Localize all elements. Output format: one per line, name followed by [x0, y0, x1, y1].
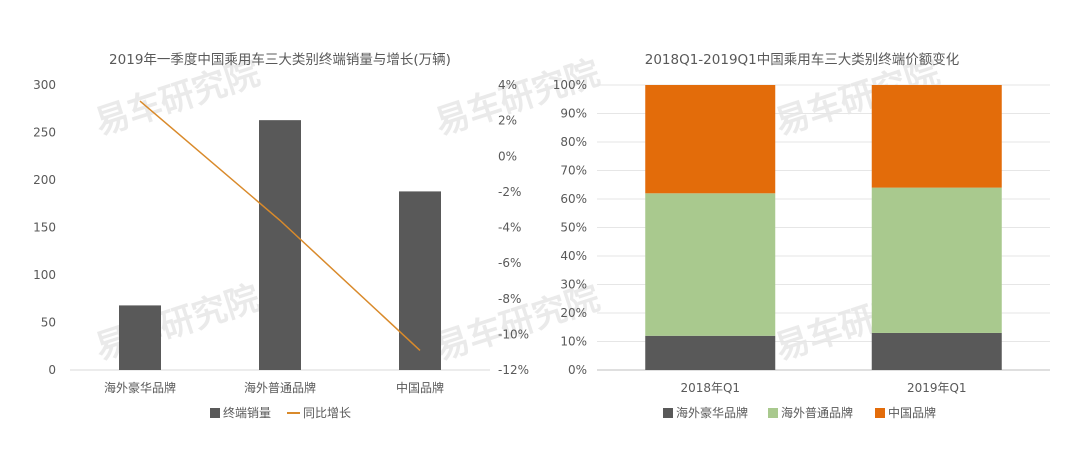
legend-swatch-china: [875, 408, 885, 418]
chart1-y2-tick: -6%: [498, 256, 521, 270]
chart1-x-tick: 海外普通品牌: [244, 380, 316, 395]
chart2-y-tick: 20%: [560, 306, 587, 320]
chart1-y-tick: 50: [41, 316, 56, 330]
chart1-bar: [119, 305, 161, 370]
chart2-y-tick: 30%: [560, 278, 587, 292]
chart1-y2-tick: -2%: [498, 185, 521, 199]
chart1-y-tick: 150: [33, 221, 56, 235]
chart2-bar-segment: [645, 335, 776, 370]
chart2-y-tick: 60%: [560, 192, 587, 206]
chart2-y-tick: 50%: [560, 221, 587, 235]
chart1-legend: 终端销量 同比增长: [210, 405, 351, 420]
chart1-y-tick: 200: [33, 173, 56, 187]
chart2-x-tick: 2018年Q1: [680, 381, 740, 395]
chart1-y2-tick: -8%: [498, 292, 521, 306]
chart2-y-tick: 0%: [568, 363, 587, 377]
chart2-y-tick: 80%: [560, 135, 587, 149]
chart1-y-tick: 250: [33, 126, 56, 140]
chart1-y-tick: 0: [48, 363, 56, 377]
legend-label-china: 中国品牌: [888, 405, 936, 420]
chart1-y2-tick: -4%: [498, 221, 521, 235]
chart2-y-tick: 70%: [560, 164, 587, 178]
chart2-title: 2018Q1-2019Q1中国乘用车三大类别终端价额变化: [645, 51, 960, 68]
chart2-bar-segment: [871, 187, 1002, 333]
chart2: 0% 10% 20% 30% 40% 50% 60% 70% 80% 90% 100% 2018年Q1…: [553, 78, 1050, 395]
chart1-bar: [399, 191, 441, 370]
chart2-y-tick: 100%: [553, 78, 587, 92]
chart2-y-tick: 40%: [560, 249, 587, 263]
chart2-bar-segment: [645, 85, 776, 194]
chart1-title: 2019年一季度中国乘用车三大类别终端销量与增长(万辆): [109, 51, 451, 68]
chart2-y-tick: 90%: [560, 107, 587, 121]
chart2-bar-segment: [645, 193, 776, 336]
chart1-y2-tick: -12%: [498, 363, 529, 377]
legend-label-lux: 海外豪华品牌: [676, 405, 748, 420]
legend-swatch-bar: [210, 408, 220, 418]
chart1-growth-line: [139, 100, 421, 351]
chart1-y2-tick: 2%: [498, 114, 517, 128]
chart1-y2-tick: -10%: [498, 327, 529, 341]
legend-swatch-lux: [663, 408, 673, 418]
chart2-x-tick: 2019年Q1: [907, 381, 967, 395]
chart1-x-tick: 海外豪华品牌: [104, 380, 176, 395]
watermarks: 易车研究院 易车研究院 易车研究院 易车研究院 易车研究院 易车研究院: [90, 53, 944, 369]
legend-label-growth: 同比增长: [303, 406, 351, 420]
chart2-bar-segment: [871, 85, 1002, 188]
chart1-bar: [259, 120, 301, 371]
legend-label-normal: 海外普通品牌: [781, 405, 853, 420]
chart1-y-tick: 100: [33, 268, 56, 282]
chart1-y2-tick: 4%: [498, 78, 517, 92]
watermark-text: 易车研究院: [430, 53, 604, 144]
chart2-bar-segment: [871, 332, 1002, 370]
legend-swatch-normal: [768, 408, 778, 418]
chart1: 0 50 100 150 200 250 300 -12% -10% -8% -6% -4% -2% 0%…: [33, 78, 529, 395]
chart1-y2-tick: 0%: [498, 149, 517, 163]
chart2-legend: 海外豪华品牌 海外普通品牌 中国品牌: [663, 405, 936, 420]
legend-label-sales: 终端销量: [223, 405, 271, 420]
chart1-x-tick: 中国品牌: [396, 380, 444, 395]
watermark-text: 易车研究院: [90, 278, 264, 369]
chart1-y-tick: 300: [33, 78, 56, 92]
chart2-y-tick: 10%: [560, 335, 587, 349]
